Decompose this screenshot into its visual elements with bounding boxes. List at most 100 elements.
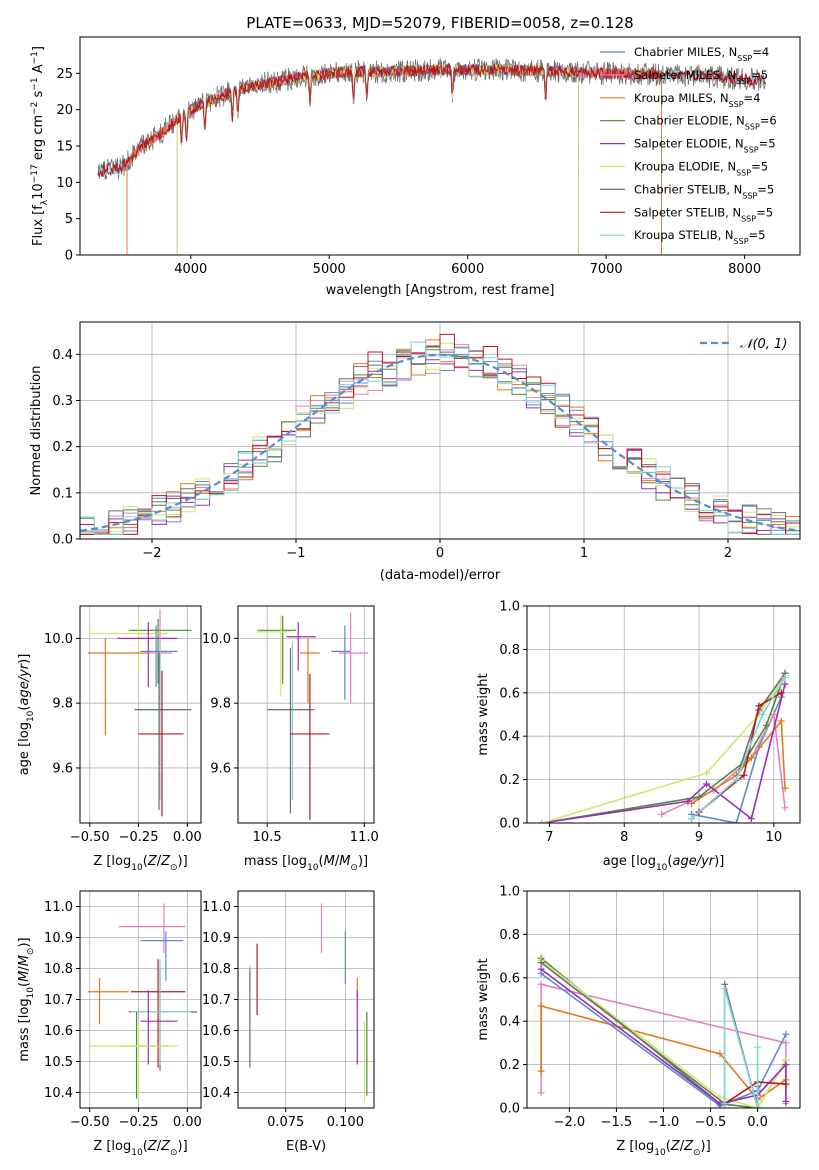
label-part: 10 (26, 710, 36, 722)
y-tick-label: 10.4 (202, 1086, 231, 1101)
label-part: 10 (31, 183, 46, 200)
y-tick-label: 0.6 (499, 686, 520, 701)
y-tick-label: 9.8 (52, 697, 73, 712)
label-part: SSP (736, 76, 751, 85)
weight-marker (721, 1100, 729, 1108)
x-tick-label: −0.25 (119, 1115, 159, 1130)
data-point (140, 931, 184, 981)
label-part: )] (701, 1139, 711, 1154)
label-part: Salpeter ELODIE, N (634, 137, 744, 151)
x-tick-label: 9 (695, 830, 703, 845)
age-vs-metallicity-panel: −0.50 −0.25 0.009.69.810.0Z [log10(Z/Z⊙)]a… (17, 605, 202, 873)
axes-frame: −0.50 −0.25 0.00 10.4 10.5 10.6 10.7 10.8 10.9 11… (44, 890, 202, 1130)
axes-frame: 7 8 9 10 0.0 0.2 0.4 0.6 0.8 1.0 (499, 600, 801, 845)
label-part: Chabrier ELODIE, N (634, 114, 745, 128)
label-part: 10 (131, 863, 143, 873)
x-axis-label: Z [log10(Z/Z⊙)] (93, 1139, 187, 1158)
label-part: 10 (656, 863, 668, 873)
weight-marker (703, 780, 711, 788)
x-axis-label: mass [log10(M/M⊙)] (244, 854, 368, 873)
label-part: )] (358, 854, 368, 869)
label-part: )] (17, 654, 32, 664)
label-part: =5 (751, 68, 768, 82)
x-tick-label: 0.075 (267, 1115, 304, 1130)
label-part: −17 (30, 164, 40, 183)
weight-marker (695, 793, 703, 801)
data-point (140, 990, 178, 1065)
label-part: / (157, 854, 162, 869)
x-tick-label: 5000 (313, 262, 346, 277)
x-tick-label: 6000 (451, 262, 484, 277)
weight-marker (755, 702, 763, 710)
data-point (89, 1024, 178, 1099)
y-tick-label: 10.9 (202, 931, 231, 946)
y-tick-label: 0 (65, 249, 73, 264)
x-axis-label: Z [log10(Z/Z⊙)] (93, 854, 187, 873)
data-point (130, 959, 186, 1068)
weight-marker (732, 776, 740, 784)
legend-entry: Chabrier STELIB, NSSP=5 (634, 182, 774, 200)
x-tick-label: 7 (545, 830, 553, 845)
label-part: Flux [f (31, 205, 46, 246)
label-part: SSP (745, 122, 760, 131)
legend-entry: 𝒩(0, 1) (740, 337, 787, 352)
label-part: Z (147, 1139, 158, 1154)
y-tick-label: 11.0 (44, 900, 73, 915)
x-axis-label: (data-model)/error (380, 568, 501, 583)
weight-marker (537, 1089, 545, 1097)
axes-frame: −0.50 −0.25 0.00 9.6 9.8 10.0 (44, 605, 202, 845)
weight-marker (762, 721, 770, 729)
x-tick-label: 1 (580, 546, 588, 561)
y-tick-label: 10.0 (44, 632, 73, 647)
y-axis-label: mass weight (476, 958, 491, 1040)
y-tick-label: 0.6 (499, 971, 520, 986)
spectrum-line (97, 63, 766, 177)
gaussian-curve (80, 353, 800, 532)
data-point (300, 638, 320, 704)
label-part: Z [log (616, 1139, 654, 1154)
legend-entry: Chabrier ELODIE, NSSP=6 (634, 114, 777, 132)
label-part: )] (178, 1139, 188, 1154)
y-tick-label: 15 (56, 140, 73, 155)
weight-marker (716, 1050, 724, 1058)
spectrum-line (126, 62, 662, 255)
y-tick-label: 0.4 (52, 348, 73, 363)
x-axis-label: Z [log10(Z/Z⊙)] (616, 1139, 710, 1158)
label-part: / (335, 854, 340, 869)
weight-line (691, 696, 783, 823)
label-part: −1 (30, 77, 40, 90)
label-part: SSP (744, 145, 759, 154)
axes-frame: 10.5 11.0 9.6 9.8 10.0 (202, 605, 379, 845)
data-point (257, 615, 297, 684)
y-tick-label: 10.5 (202, 1055, 231, 1070)
label-part: SSP (734, 237, 749, 246)
label-part: SSP (741, 214, 756, 223)
plot-area (87, 609, 192, 817)
x-tick-label: 0.0 (747, 1115, 768, 1130)
weight-marker (759, 711, 767, 718)
x-tick-label: −2 (142, 546, 161, 561)
label-part: ( (667, 854, 672, 869)
label-part: λ (40, 199, 50, 205)
y-tick-label: 10.4 (44, 1086, 73, 1101)
weight-marker (782, 1080, 790, 1088)
weight-marker (688, 799, 696, 807)
label-part: Z (147, 854, 158, 869)
label-part: mass [log (244, 854, 307, 869)
y-tick-label: 5 (65, 212, 73, 227)
weight-marker (754, 1104, 762, 1108)
histogram-step (80, 346, 800, 539)
data-point (331, 625, 351, 700)
spectrum-line (176, 63, 579, 255)
y-tick-label: 1.0 (499, 600, 520, 615)
histogram-step (80, 333, 800, 539)
label-part: 10 (654, 1148, 666, 1158)
data-point (134, 651, 192, 811)
label-part: ( (143, 854, 148, 869)
weight-line (723, 988, 759, 1108)
label-part: / (157, 1139, 162, 1154)
x-tick-label: 10 (766, 830, 783, 845)
y-tick-label: 20 (56, 103, 73, 118)
y-tick-label: 1.0 (499, 885, 520, 900)
